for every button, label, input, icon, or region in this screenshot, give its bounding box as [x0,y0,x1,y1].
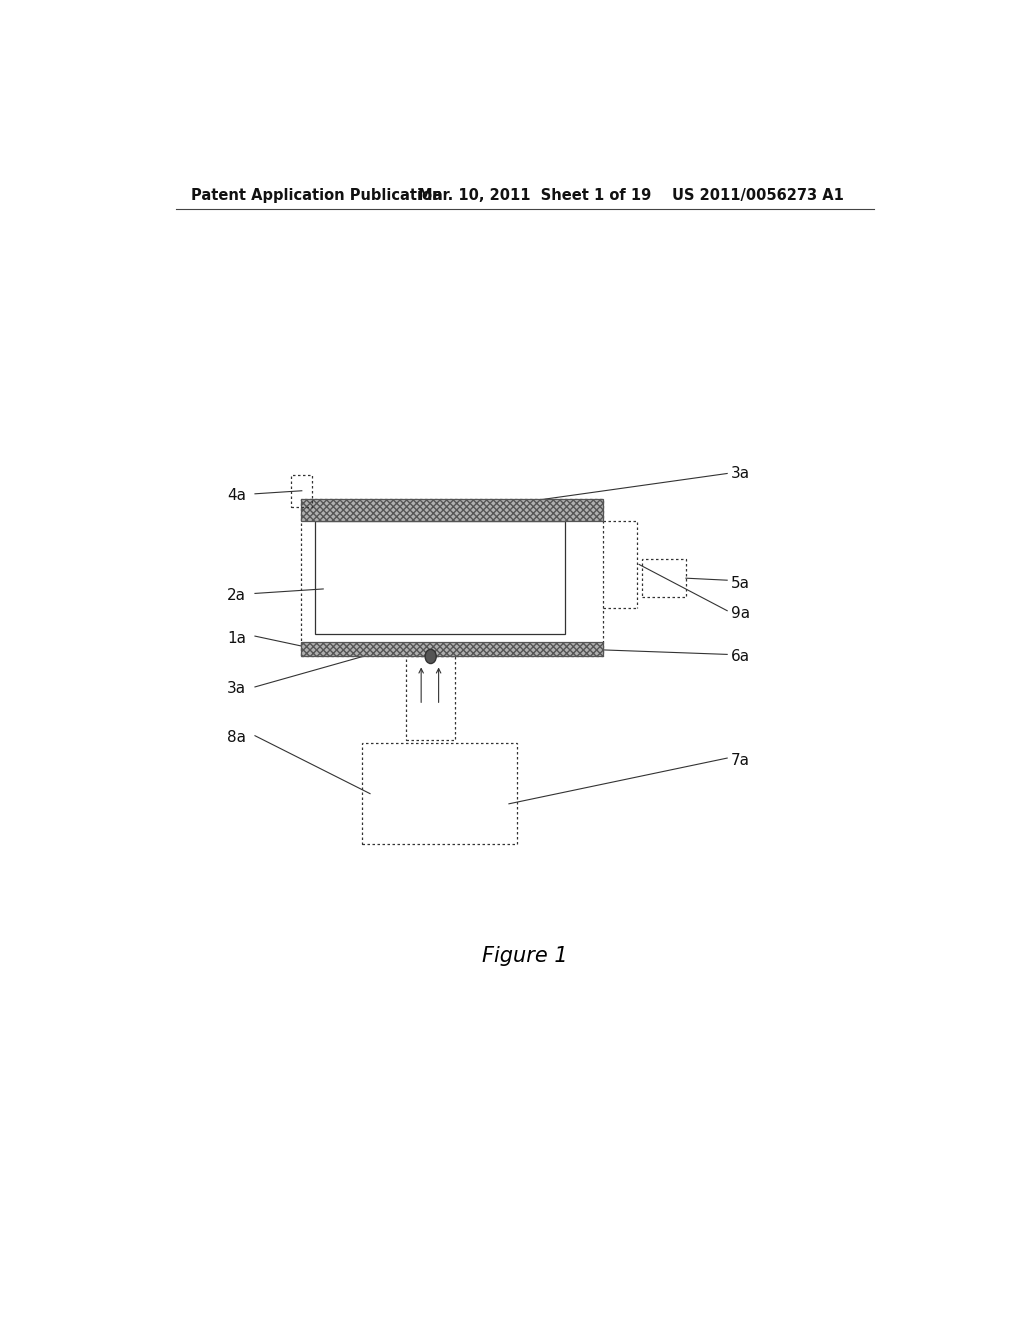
Text: 7a: 7a [731,752,751,768]
Text: Figure 1: Figure 1 [482,946,567,966]
Bar [315,521,565,634]
Text: 6a: 6a [731,649,751,664]
Text: US 2011/0056273 A1: US 2011/0056273 A1 [672,187,844,203]
Bar [292,474,312,507]
Text: 3a: 3a [731,466,751,480]
Text: 4a: 4a [227,488,246,503]
Text: 9a: 9a [731,606,751,622]
Bar [642,558,686,598]
Bar [407,656,456,739]
Text: Patent Application Publication: Patent Application Publication [191,187,443,203]
Text: 5a: 5a [731,576,751,591]
Text: Mar. 10, 2011  Sheet 1 of 19: Mar. 10, 2011 Sheet 1 of 19 [418,187,651,203]
Bar [301,643,602,656]
Text: 1a: 1a [227,631,246,645]
Bar [301,499,602,521]
Circle shape [425,649,436,664]
Text: 2a: 2a [227,587,246,603]
Bar [362,743,517,845]
Text: 8a: 8a [227,730,246,746]
Text: 3a: 3a [227,681,247,697]
